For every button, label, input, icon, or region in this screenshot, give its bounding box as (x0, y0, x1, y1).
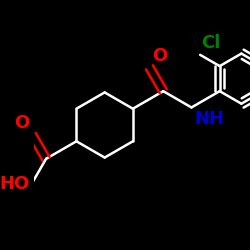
Text: O: O (14, 114, 30, 132)
Text: Cl: Cl (202, 34, 221, 52)
Text: HO: HO (0, 175, 30, 193)
Text: NH: NH (194, 110, 224, 128)
Text: O: O (152, 47, 167, 65)
